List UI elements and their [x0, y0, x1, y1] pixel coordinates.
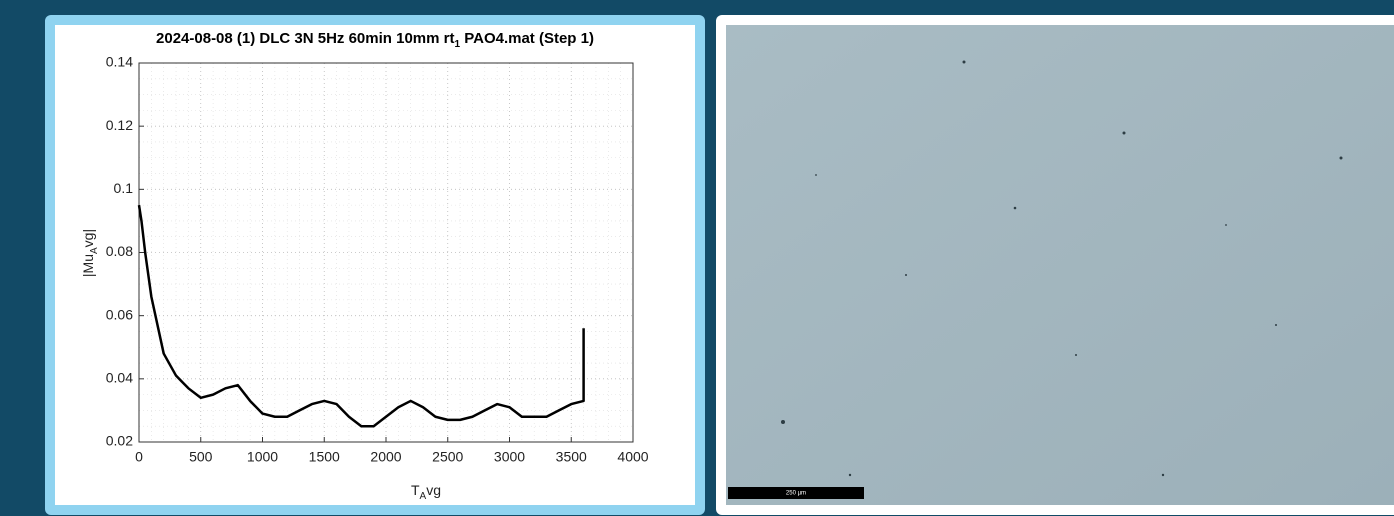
x-axis-label: TAvg	[411, 482, 441, 502]
label-part: |Mu	[80, 254, 96, 277]
title-part: PAO4.mat (Step 1)	[460, 30, 594, 47]
scale-bar	[728, 487, 864, 499]
y-tick-label: 0.02	[106, 433, 133, 449]
plot-frame	[138, 62, 634, 443]
y-tick-label: 0.1	[114, 180, 134, 196]
scale-bar-label: 250 µm	[786, 491, 806, 497]
x-tick-label: 0	[135, 449, 143, 465]
y-tick-label: 0.14	[106, 54, 133, 70]
label-part: vg|	[80, 229, 96, 247]
label-subscript: A	[420, 491, 427, 502]
surface-particles	[781, 60, 1343, 477]
x-tick-label: 2000	[370, 449, 401, 465]
y-tick-label: 0.04	[106, 370, 133, 386]
image-panel: 250 µm	[716, 15, 1394, 515]
micrograph: 250 µm	[726, 25, 1394, 505]
x-tick-label: 1000	[247, 449, 278, 465]
data-line	[137, 204, 585, 428]
label-part: T	[411, 482, 420, 498]
label-subscript: A	[89, 247, 100, 254]
x-tick-label: 3000	[494, 449, 525, 465]
title-part: 2024-08-08 (1) DLC 3N 5Hz 60min 10mm rt	[156, 30, 454, 47]
label-part: vg	[426, 482, 441, 498]
chart: 2024-08-08 (1) DLC 3N 5Hz 60min 10mm rt1…	[55, 25, 695, 505]
x-tick-label: 2500	[432, 449, 463, 465]
micrograph-surface	[726, 25, 1394, 505]
y-tick-label: 0.12	[106, 117, 133, 133]
x-tick-label: 500	[189, 449, 213, 465]
y-tick-label: 0.08	[106, 243, 133, 259]
x-tick-label: 3500	[556, 449, 587, 465]
x-tick-label: 1500	[309, 449, 340, 465]
chart-title: 2024-08-08 (1) DLC 3N 5Hz 60min 10mm rt1…	[156, 30, 594, 50]
y-tick-label: 0.06	[106, 306, 133, 322]
x-tick-label: 4000	[617, 449, 648, 465]
y-axis-label: |MuAvg|	[80, 229, 100, 277]
title-subscript: 1	[454, 39, 460, 50]
chart-panel: 2024-08-08 (1) DLC 3N 5Hz 60min 10mm rt1…	[45, 15, 705, 515]
